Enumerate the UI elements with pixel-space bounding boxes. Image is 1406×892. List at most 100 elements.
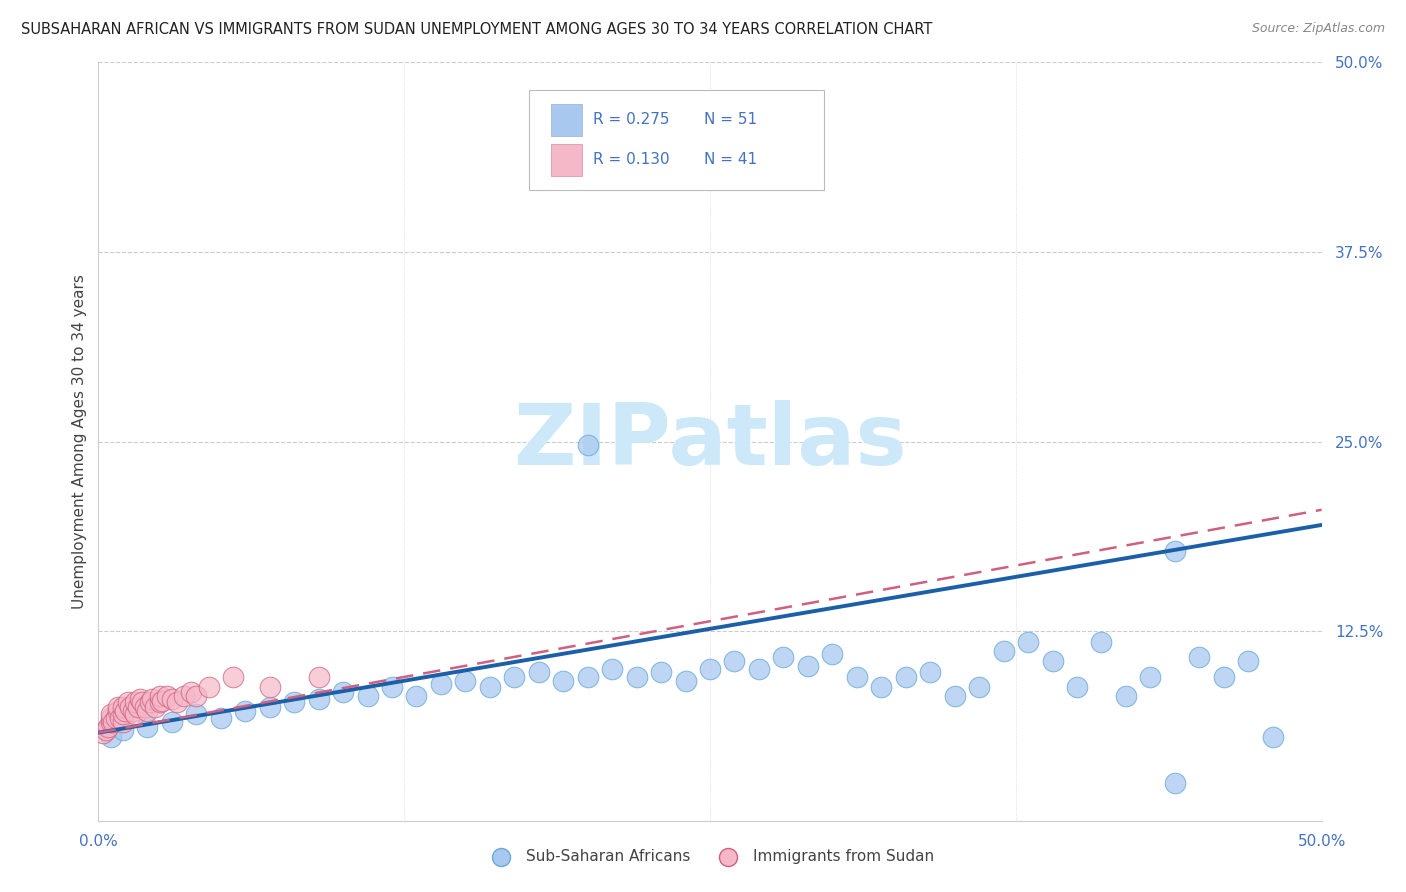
- Point: [1017, 634, 1039, 648]
- Point: [134, 699, 156, 714]
- Point: [139, 695, 162, 709]
- Point: [136, 705, 159, 719]
- Point: [197, 680, 219, 694]
- Point: [117, 695, 139, 709]
- Point: [121, 705, 143, 719]
- Point: [503, 669, 526, 683]
- Point: [1139, 669, 1161, 683]
- Point: [454, 674, 477, 689]
- Point: [576, 669, 599, 683]
- Point: [173, 690, 195, 704]
- Point: [1188, 649, 1211, 664]
- Text: Source: ZipAtlas.com: Source: ZipAtlas.com: [1251, 22, 1385, 36]
- Point: [149, 690, 172, 704]
- Point: [308, 669, 330, 683]
- Text: R = 0.275: R = 0.275: [592, 112, 669, 127]
- Point: [114, 705, 136, 719]
- Point: [149, 695, 172, 709]
- Point: [1212, 669, 1234, 683]
- FancyBboxPatch shape: [551, 145, 582, 177]
- Point: [600, 662, 623, 676]
- Point: [1066, 680, 1088, 694]
- Point: [993, 644, 1015, 658]
- Point: [111, 707, 134, 722]
- Point: [111, 699, 134, 714]
- Point: [1090, 634, 1112, 648]
- Point: [675, 674, 697, 689]
- Point: [748, 662, 770, 676]
- Legend: Sub-Saharan Africans, Immigrants from Sudan: Sub-Saharan Africans, Immigrants from Su…: [479, 843, 941, 870]
- Point: [101, 715, 124, 730]
- Point: [100, 715, 122, 730]
- Point: [1115, 690, 1137, 704]
- Point: [723, 655, 745, 669]
- Point: [576, 437, 599, 451]
- Point: [156, 690, 179, 704]
- Point: [209, 710, 232, 724]
- Point: [107, 705, 129, 719]
- Point: [136, 720, 159, 734]
- Point: [1164, 776, 1187, 790]
- Point: [845, 669, 868, 683]
- Point: [124, 695, 146, 709]
- Y-axis label: Unemployment Among Ages 30 to 34 years: Unemployment Among Ages 30 to 34 years: [72, 274, 87, 609]
- Point: [127, 699, 149, 714]
- Point: [111, 723, 134, 737]
- FancyBboxPatch shape: [551, 104, 582, 136]
- Point: [356, 690, 378, 704]
- Point: [166, 695, 188, 709]
- Point: [91, 725, 114, 739]
- Point: [141, 692, 163, 706]
- Point: [967, 680, 990, 694]
- Point: [124, 707, 146, 722]
- Point: [920, 665, 942, 679]
- Point: [160, 715, 183, 730]
- Point: [110, 710, 132, 724]
- Point: [129, 692, 152, 706]
- Point: [553, 674, 575, 689]
- Point: [111, 715, 134, 730]
- Point: [180, 685, 202, 699]
- Point: [797, 659, 820, 673]
- Point: [626, 669, 648, 683]
- Point: [308, 692, 330, 706]
- Point: [1261, 730, 1284, 744]
- Point: [772, 649, 794, 664]
- Point: [430, 677, 453, 691]
- Text: N = 41: N = 41: [704, 152, 756, 167]
- Point: [1042, 655, 1064, 669]
- Point: [650, 665, 672, 679]
- Point: [332, 685, 354, 699]
- Point: [1237, 655, 1260, 669]
- Point: [233, 705, 256, 719]
- Point: [527, 665, 550, 679]
- Point: [1164, 543, 1187, 558]
- Point: [120, 699, 142, 714]
- Text: ZIPatlas: ZIPatlas: [513, 400, 907, 483]
- Point: [143, 699, 166, 714]
- Point: [160, 692, 183, 706]
- Point: [131, 695, 153, 709]
- Point: [107, 699, 129, 714]
- Text: SUBSAHARAN AFRICAN VS IMMIGRANTS FROM SUDAN UNEMPLOYMENT AMONG AGES 30 TO 34 YEA: SUBSAHARAN AFRICAN VS IMMIGRANTS FROM SU…: [21, 22, 932, 37]
- Point: [104, 710, 127, 724]
- Point: [100, 707, 122, 722]
- Point: [222, 669, 245, 683]
- Text: N = 51: N = 51: [704, 112, 756, 127]
- Point: [943, 690, 966, 704]
- Point: [405, 690, 427, 704]
- Text: R = 0.130: R = 0.130: [592, 152, 669, 167]
- Point: [259, 699, 281, 714]
- Point: [94, 723, 117, 737]
- FancyBboxPatch shape: [529, 90, 824, 190]
- Point: [821, 647, 844, 661]
- Point: [283, 695, 305, 709]
- Point: [259, 680, 281, 694]
- Point: [186, 707, 208, 722]
- Point: [699, 662, 721, 676]
- Point: [381, 680, 404, 694]
- Point: [97, 720, 120, 734]
- Point: [894, 669, 917, 683]
- Point: [186, 690, 208, 704]
- Point: [100, 730, 122, 744]
